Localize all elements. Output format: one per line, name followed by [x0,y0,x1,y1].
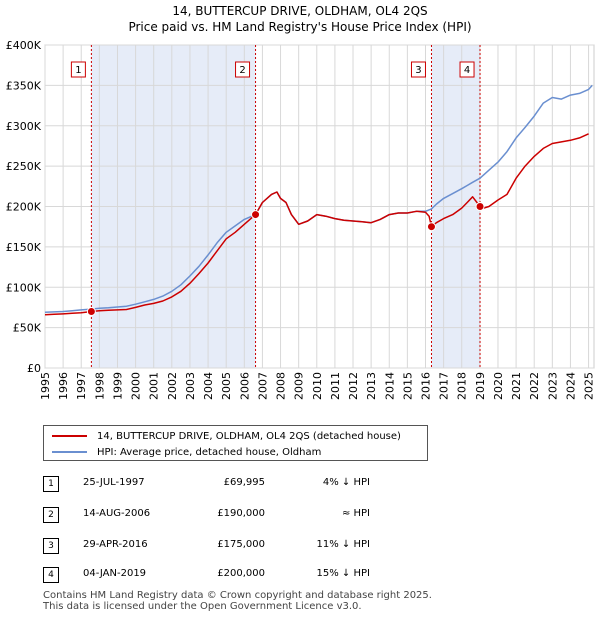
transaction-price: £175,000 [217,539,265,550]
x-tick-label: 2020 [492,372,505,400]
y-tick-label: £350K [6,79,42,92]
sale-marker-box [235,61,251,78]
transaction-date: 25-JUL-1997 [83,477,145,488]
transaction-price: £200,000 [217,568,265,579]
transaction-date: 04-JAN-2019 [83,568,147,579]
x-tick-label: 2012 [347,372,360,400]
property-price-line [44,133,589,316]
y-tick-label: £150K [6,241,42,254]
sale-marker-box [70,61,86,78]
transaction-number: 3 [43,538,59,554]
transaction-hpi-diff: 15% ↓ HPI [316,568,370,579]
x-tick-label: 2025 [583,372,596,400]
x-tick-label: 2005 [220,372,233,400]
y-tick-label: £400K [6,39,42,52]
x-tick-label: 2011 [329,372,342,400]
sale-marker-label: 3 [415,65,421,76]
footer-licence: This data is licensed under the Open Gov… [43,601,362,612]
footer-attribution: Contains HM Land Registry data © Crown c… [43,590,432,612]
x-tick-label: 2004 [202,372,215,400]
footer-copyright: Contains HM Land Registry data © Crown c… [43,590,432,601]
legend-swatch-hpi [52,451,87,453]
x-tick-label: 2019 [474,372,487,400]
y-tick-label: £50K [13,322,42,335]
sale-point [251,210,261,220]
chart-title: 14, BUTTERCUP DRIVE, OLDHAM, OL4 2QS [172,4,427,18]
y-tick-label: £100K [6,281,42,294]
transaction-date: 14-AUG-2006 [83,508,151,519]
x-tick-label: 2002 [166,372,179,400]
sale-marker-box [459,61,475,78]
transaction-number: 2 [43,507,59,523]
transaction-number: 4 [43,567,59,583]
x-tick-label: 2006 [238,372,251,400]
x-tick-label: 2022 [528,372,541,400]
transaction-hpi-diff: ≈ HPI [341,508,370,519]
x-tick-label: 2003 [184,372,197,400]
x-tick-label: 2009 [293,372,306,400]
legend-label-property: 14, BUTTERCUP DRIVE, OLDHAM, OL4 2QS (de… [97,430,401,442]
transaction-hpi-diff: 11% ↓ HPI [316,539,370,550]
transaction-date: 29-APR-2016 [83,539,148,550]
x-tick-label: 2007 [256,372,269,400]
x-tick-label: 2024 [564,372,577,400]
x-tick-label: 1999 [111,372,124,400]
sale-point [426,222,436,232]
x-tick-label: 2014 [383,372,396,400]
x-tick-label: 2013 [365,372,378,400]
x-tick-label: 2023 [546,372,559,400]
price-chart: 14, BUTTERCUP DRIVE, OLDHAM, OL4 2QS Pri… [6,4,596,400]
x-tick-label: 1997 [75,372,88,400]
x-tick-label: 2016 [419,372,432,400]
sale-point [475,202,485,211]
chart-subtitle: Price paid vs. HM Land Registry's House … [128,20,471,34]
x-tick-label: 2015 [401,372,414,400]
legend-swatch-property [52,435,87,437]
x-tick-label: 2017 [438,372,451,400]
legend-item-hpi: HPI: Average price, detached house, Oldh… [52,445,321,459]
x-tick-label: 2000 [130,372,143,400]
legend-item-property: 14, BUTTERCUP DRIVE, OLDHAM, OL4 2QS (de… [52,429,401,443]
x-tick-label: 2010 [311,372,324,400]
y-tick-label: £200K [6,201,42,214]
y-tick-label: £300K [6,120,42,133]
legend-label-hpi: HPI: Average price, detached house, Oldh… [97,446,322,458]
sale-marker-box [410,61,426,78]
x-tick-label: 2018 [456,372,469,400]
x-tick-label: 1998 [93,372,106,400]
transaction-price: £190,000 [217,508,265,519]
transaction-hpi-diff: 4% ↓ HPI [322,477,370,488]
sale-marker-label: 2 [239,65,245,76]
x-tick-label: 2021 [510,372,523,400]
transaction-number: 1 [43,476,59,492]
chart-legend: 14, BUTTERCUP DRIVE, OLDHAM, OL4 2QS (de… [43,425,428,461]
y-tick-label: £0 [27,362,41,375]
x-tick-label: 2008 [275,372,288,400]
y-tick-label: £250K [6,160,42,173]
sale-marker-label: 4 [464,65,470,76]
x-tick-label: 1996 [57,372,70,400]
transaction-price: £69,995 [223,477,265,488]
x-tick-label: 2001 [148,372,161,400]
x-tick-label: 1995 [39,372,52,400]
sale-marker-label: 1 [75,65,81,76]
sale-point [86,306,96,316]
